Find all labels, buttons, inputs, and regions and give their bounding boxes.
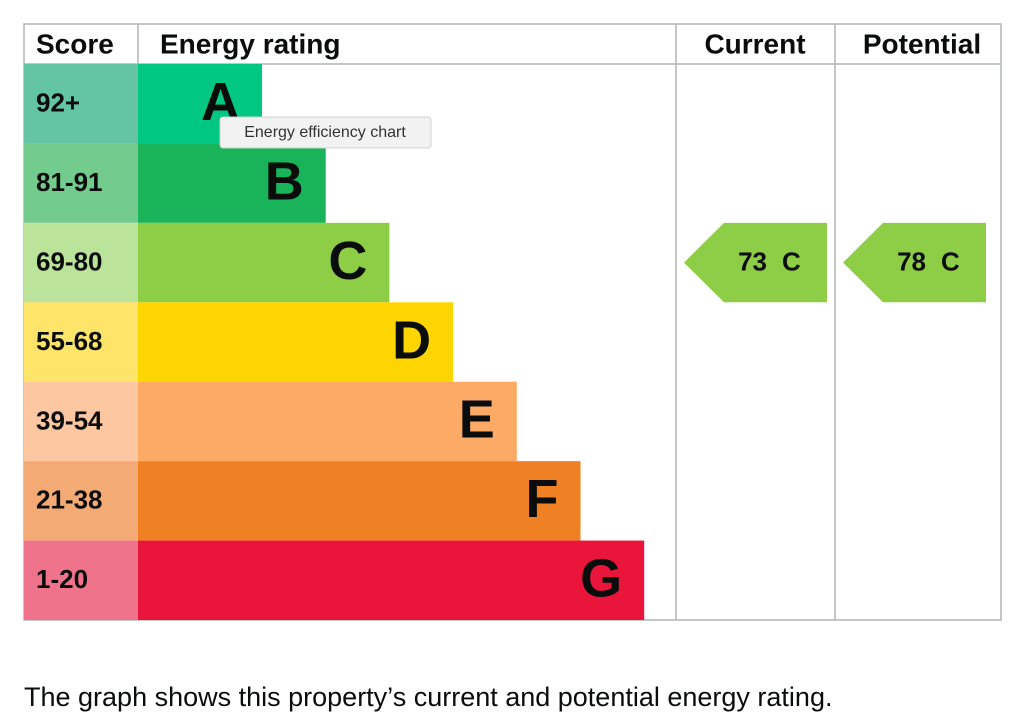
score-range: 69-80 xyxy=(36,246,103,276)
band-bar xyxy=(138,540,645,620)
band-bar xyxy=(138,302,454,382)
band-letter: B xyxy=(265,151,304,211)
band-bar xyxy=(138,461,581,541)
score-range: 55-68 xyxy=(36,326,103,356)
band-letter: C xyxy=(328,231,367,291)
score-range: 21-38 xyxy=(36,485,103,515)
current-arrow xyxy=(684,222,827,303)
tooltip-box xyxy=(219,116,432,149)
band-bar xyxy=(138,381,517,462)
band-letter: F xyxy=(526,469,559,529)
potential-score: 78 xyxy=(897,246,926,276)
header-current: Current xyxy=(704,28,805,59)
band-bar xyxy=(138,143,326,223)
band-letter: G xyxy=(580,549,622,609)
band-letter: E xyxy=(459,390,495,450)
score-cell xyxy=(24,143,138,223)
score-cell xyxy=(24,461,138,541)
current-letter: C xyxy=(782,246,801,276)
band-letter: D xyxy=(392,310,431,370)
score-range: 39-54 xyxy=(36,405,103,435)
score-range: 92+ xyxy=(36,88,80,118)
score-cell xyxy=(24,540,138,620)
score-range: 1-20 xyxy=(36,564,88,594)
header-score: Score xyxy=(36,28,114,59)
tooltip: Energy efficiency chart xyxy=(244,124,406,141)
score-cell xyxy=(24,302,138,382)
score-range: 81-91 xyxy=(36,167,103,197)
potential-arrow xyxy=(843,222,986,303)
band-bar xyxy=(138,222,390,303)
potential-letter: C xyxy=(941,246,960,276)
caption: The graph shows this property’s current … xyxy=(24,682,832,712)
header-potential: Potential xyxy=(863,28,981,59)
score-cell xyxy=(24,381,138,462)
score-cell xyxy=(24,64,138,144)
score-cell xyxy=(24,222,138,303)
header-rating: Energy rating xyxy=(160,28,340,59)
current-score: 73 xyxy=(738,246,767,276)
